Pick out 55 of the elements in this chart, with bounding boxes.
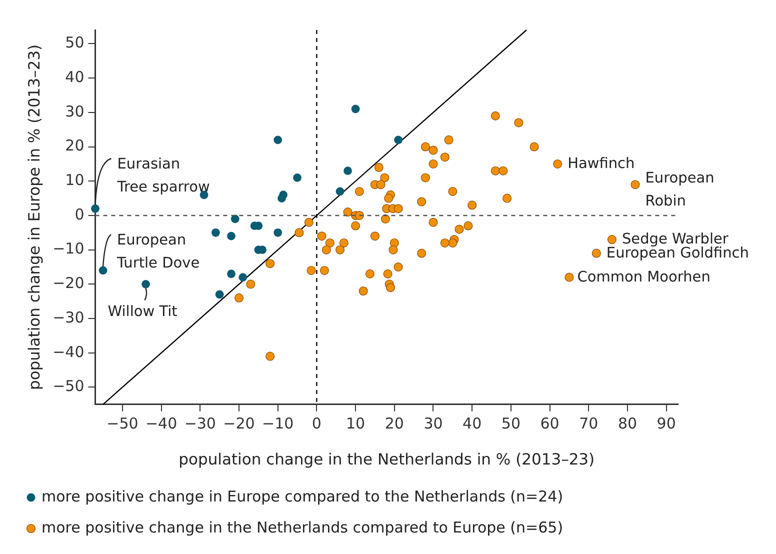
x-tick-label: −40	[145, 414, 178, 432]
y-tick-label: −10	[52, 240, 84, 258]
y-tick-label: 20	[65, 136, 84, 155]
annotation: Willow Tit	[108, 304, 178, 320]
legend-label: more positive change in Europe compared to the Netherlands (n=24)	[42, 487, 564, 506]
point	[274, 228, 282, 237]
y-tick-label: −40	[52, 342, 84, 361]
point	[91, 204, 100, 213]
annotation: European Goldfinch	[606, 245, 749, 262]
point	[98, 266, 108, 275]
x-tick-label: 0	[312, 414, 322, 432]
annotation: Common Moorhen	[577, 269, 710, 286]
y-tick-label: 40	[65, 68, 84, 86]
x-tick-label: 20	[384, 414, 404, 432]
x-axis-title: population change in the Netherlands in % (2013–23)	[178, 450, 595, 469]
point	[344, 166, 352, 176]
point	[336, 187, 344, 196]
x-tick-label: 80	[618, 414, 638, 432]
x-tick-label: −30	[184, 414, 216, 432]
annotation: Hawfinch	[568, 156, 635, 172]
x-tick-label: 30	[424, 414, 443, 432]
annotation: European Robin	[645, 170, 714, 210]
point	[238, 273, 248, 282]
y-tick-label: −20	[52, 274, 84, 292]
y-axis-title: population change in Europe in % (2013–23)	[25, 44, 44, 390]
x-tick-label: 40	[462, 414, 482, 432]
x-tick-label: 50	[501, 414, 520, 432]
point	[351, 104, 360, 114]
legend-label: more positive change in the Netherlands compared to Europe (n=65)	[42, 518, 564, 536]
point	[274, 136, 282, 144]
point	[394, 136, 402, 144]
point	[293, 174, 302, 182]
y-tick-label: 50	[65, 34, 84, 52]
y-tick-label: 0	[74, 205, 84, 224]
x-tick-label: 10	[346, 414, 366, 432]
point	[230, 214, 240, 224]
annotation: European Turtle Dove	[116, 232, 200, 272]
y-tick-label: 30	[65, 102, 84, 120]
point	[278, 194, 286, 203]
y-tick-label: 10	[65, 171, 84, 190]
point	[211, 228, 220, 237]
x-tick-label: −10	[262, 414, 294, 432]
y-tick-label: −50	[52, 377, 84, 396]
point	[215, 290, 224, 299]
x-tick-label: −50	[106, 414, 138, 432]
annotation: Sedge Warbler	[622, 232, 728, 248]
point	[227, 232, 236, 240]
x-tick-label: 70	[579, 414, 598, 432]
x-tick-label: 60	[540, 414, 560, 432]
x-tick-label: 90	[656, 414, 676, 432]
x-tick-label: −20	[223, 414, 255, 432]
point	[227, 270, 236, 278]
y-tick-label: −30	[52, 308, 84, 326]
point	[142, 280, 150, 288]
annotation: Eurasian Tree sparrow	[116, 156, 210, 196]
